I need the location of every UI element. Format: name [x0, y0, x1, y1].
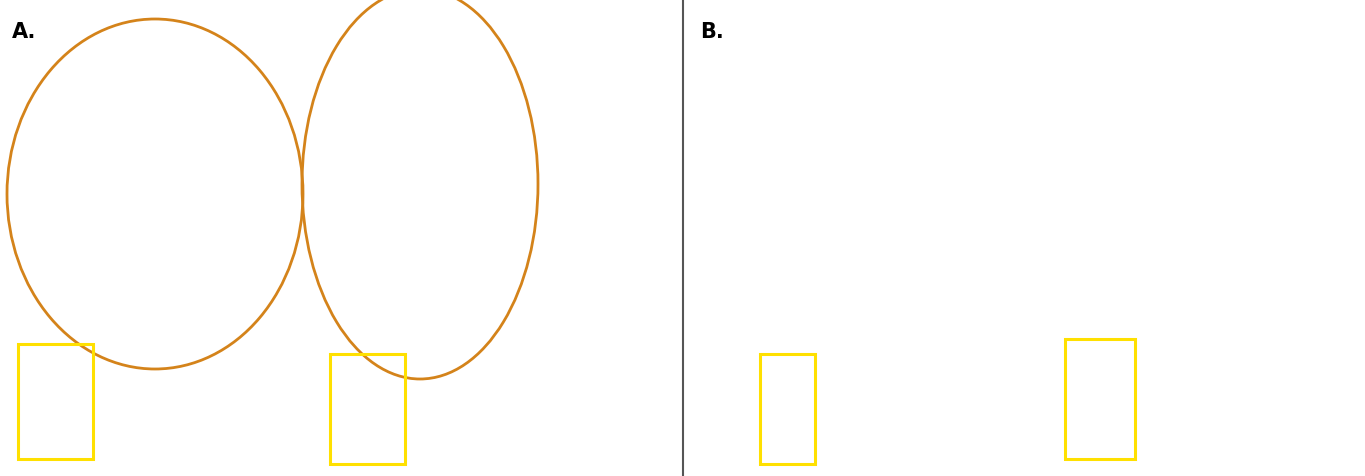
- Bar: [330, 354, 405, 464]
- Bar: [760, 354, 815, 464]
- Text: A.: A.: [12, 22, 37, 42]
- Bar: [18, 344, 93, 459]
- Text: B.: B.: [700, 22, 723, 42]
- Bar: [1065, 339, 1136, 459]
